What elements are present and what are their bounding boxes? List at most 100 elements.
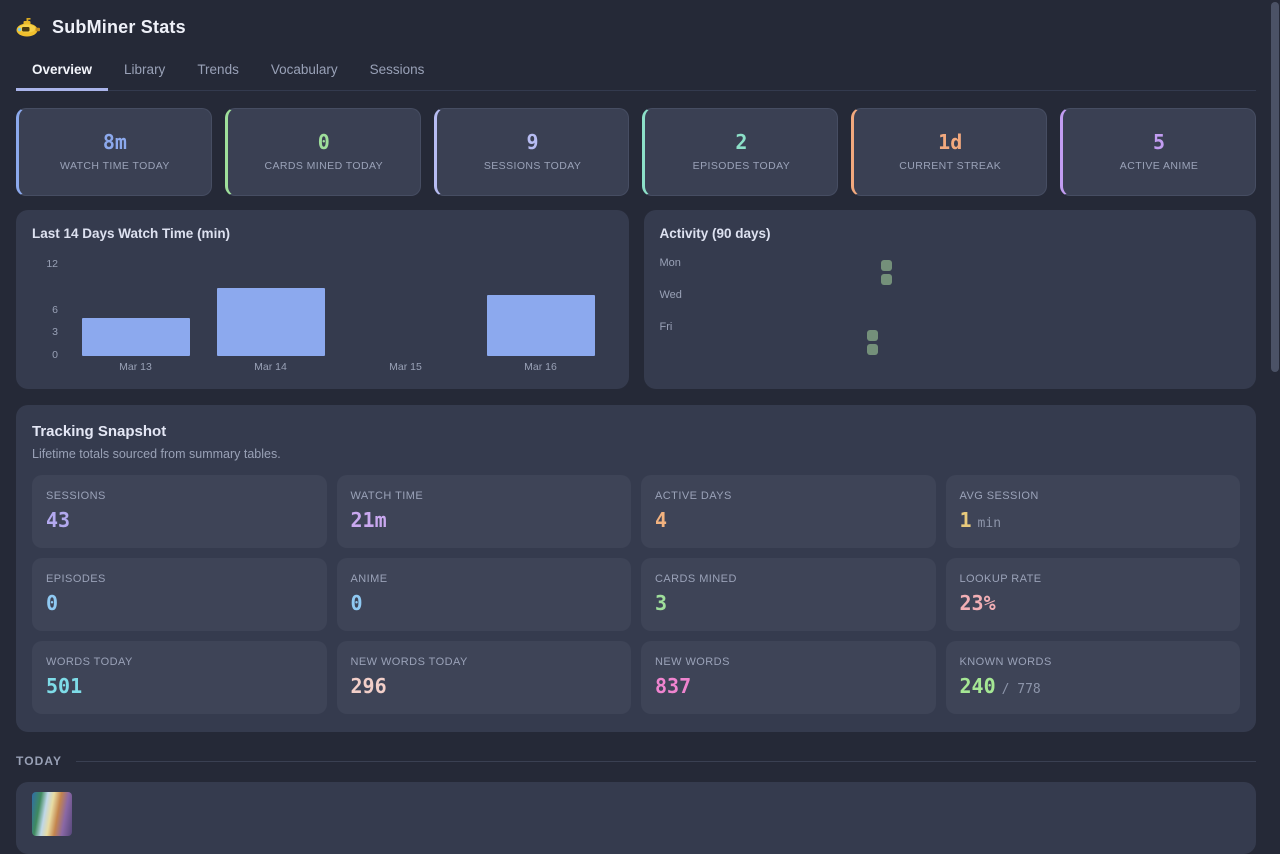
y-tick-label: 6: [52, 303, 58, 316]
heatmap-cell: [797, 260, 808, 271]
today-panel: [16, 782, 1256, 854]
heatmap-cell: [853, 330, 864, 341]
snapshot-tile: CARDS MINED 3: [641, 558, 936, 631]
snapshot-tile-value: 3: [655, 591, 668, 615]
heatmap-cell: [783, 316, 794, 327]
heatmap-cell: [853, 288, 864, 299]
heatmap-cell: [867, 288, 878, 299]
heatmap-cell: [881, 330, 892, 341]
snapshot-tile-label: EPISODES: [46, 573, 106, 585]
heatmap-row-label: Wed: [659, 289, 682, 301]
heatmap-cell: [769, 344, 780, 355]
heatmap-cell: [797, 330, 808, 341]
heatmap-cell: [811, 288, 822, 299]
tab-label: Library: [124, 62, 166, 77]
scrollbar-thumb[interactable]: [1271, 2, 1279, 372]
heatmap-cell: [755, 260, 766, 271]
heatmap-cell: [880, 274, 892, 285]
heatmap-cell: [713, 288, 724, 299]
heatmap-cell: [825, 316, 836, 327]
heatmap-cell: [825, 302, 836, 313]
heatmap-cell: [755, 316, 766, 327]
tab-trends[interactable]: Trends: [181, 52, 255, 91]
heatmap-cell: [853, 260, 864, 271]
heatmap-cell: [867, 260, 878, 271]
snapshot-tile-label: NEW WORDS: [655, 656, 730, 668]
heatmap-cell: [797, 344, 808, 355]
heatmap-cell: [755, 274, 766, 285]
heatmap-cell: [741, 316, 752, 327]
heatmap-cell: [825, 260, 836, 271]
heatmap-cell: [769, 316, 780, 327]
heatmap-cell: [839, 344, 850, 355]
heatmap-cell: [825, 274, 836, 285]
heatmap-cell: [713, 274, 724, 285]
heatmap-cell: [783, 288, 794, 299]
snapshot-tile: ANIME 0: [336, 558, 631, 631]
x-axis: Mar 13 Mar 14 Mar 15 Mar 16: [68, 361, 608, 373]
y-tick-label: 12: [46, 258, 58, 270]
y-tick-label: 0: [52, 349, 58, 361]
heatmap-cell: [741, 260, 752, 271]
snapshot-tile: WORDS TODAY 501: [32, 641, 327, 714]
tab-sessions[interactable]: Sessions: [354, 52, 441, 91]
stat-card: 9 SESSIONS TODAY: [433, 108, 630, 196]
tab-library[interactable]: Library: [108, 52, 181, 91]
heatmap-cell: [825, 288, 836, 299]
heatmap-cell: [727, 330, 738, 341]
bar-rect: [486, 295, 595, 356]
heatmap-cell: [741, 274, 752, 285]
stat-card-label: WATCH TIME TODAY: [60, 160, 170, 172]
tab-vocabulary[interactable]: Vocabulary: [255, 52, 354, 91]
heatmap-cell: [811, 316, 822, 327]
heatmap-cell: [727, 274, 738, 285]
snapshot-tile: KNOWN WORDS 240 / 778: [945, 641, 1240, 714]
snapshot-tile-label: NEW WORDS TODAY: [350, 656, 468, 668]
heatmap-cell: [783, 344, 794, 355]
heatmap-cell: [839, 274, 850, 285]
heatmap-cell: [741, 288, 752, 299]
stat-card: 1d CURRENT STREAK: [851, 108, 1048, 196]
heatmap-cell: [713, 330, 724, 341]
heatmap-cell: [769, 274, 780, 285]
heatmap-cell: [853, 274, 864, 285]
x-tick-label: Mar 13: [119, 361, 152, 373]
snapshot-tile-value-row: 3: [655, 593, 922, 613]
stat-card: 2 EPISODES TODAY: [642, 108, 839, 196]
snapshot-tile-value: 240: [959, 674, 996, 698]
heatmap-cell: [769, 288, 780, 299]
bar-mar-14: [203, 265, 338, 356]
x-tick-label: Mar 15: [389, 361, 422, 373]
stat-card-value: 9: [526, 130, 539, 154]
today-label: TODAY: [16, 754, 63, 768]
heatmap-cell: [811, 260, 822, 271]
heatmap-cell: [839, 288, 850, 299]
snapshot-tile-label: CARDS MINED: [655, 573, 737, 585]
snapshot-tile-value-row: 43: [46, 510, 313, 530]
heatmap-cell: [783, 260, 794, 271]
today-divider: [76, 760, 1256, 762]
stat-card-value: 0: [317, 130, 330, 154]
heatmap-cell: [713, 344, 724, 355]
stat-card-value: 8m: [102, 130, 127, 154]
tab-overview[interactable]: Overview: [16, 52, 109, 91]
snapshot-tile-value-row: 0: [351, 593, 618, 613]
today-section-header: TODAY: [16, 754, 1256, 768]
bar-rect: [216, 287, 325, 356]
heatmap-cell: [853, 316, 864, 327]
snapshot-tile-value: 23%: [959, 591, 996, 615]
heatmap-cell: [727, 316, 738, 327]
heatmap-cell: [741, 344, 752, 355]
heatmap-row-label: Mon: [659, 257, 681, 269]
heatmap-cell: [825, 344, 836, 355]
heatmap-cell: [867, 274, 878, 285]
snapshot-tile-value-row: 21m: [351, 510, 618, 530]
snapshot-tile-value: 0: [350, 591, 363, 615]
snapshot-tile-value: 21m: [350, 508, 387, 532]
activity-title: Activity (90 days): [659, 226, 771, 241]
bar-plot-area: [68, 265, 608, 356]
snapshot-tile-value-row: 837: [655, 676, 922, 696]
snapshot-subtitle: Lifetime totals sourced from summary tab…: [32, 447, 281, 461]
page-title: SubMiner Stats: [52, 16, 186, 37]
tab-label: Overview: [32, 62, 93, 77]
